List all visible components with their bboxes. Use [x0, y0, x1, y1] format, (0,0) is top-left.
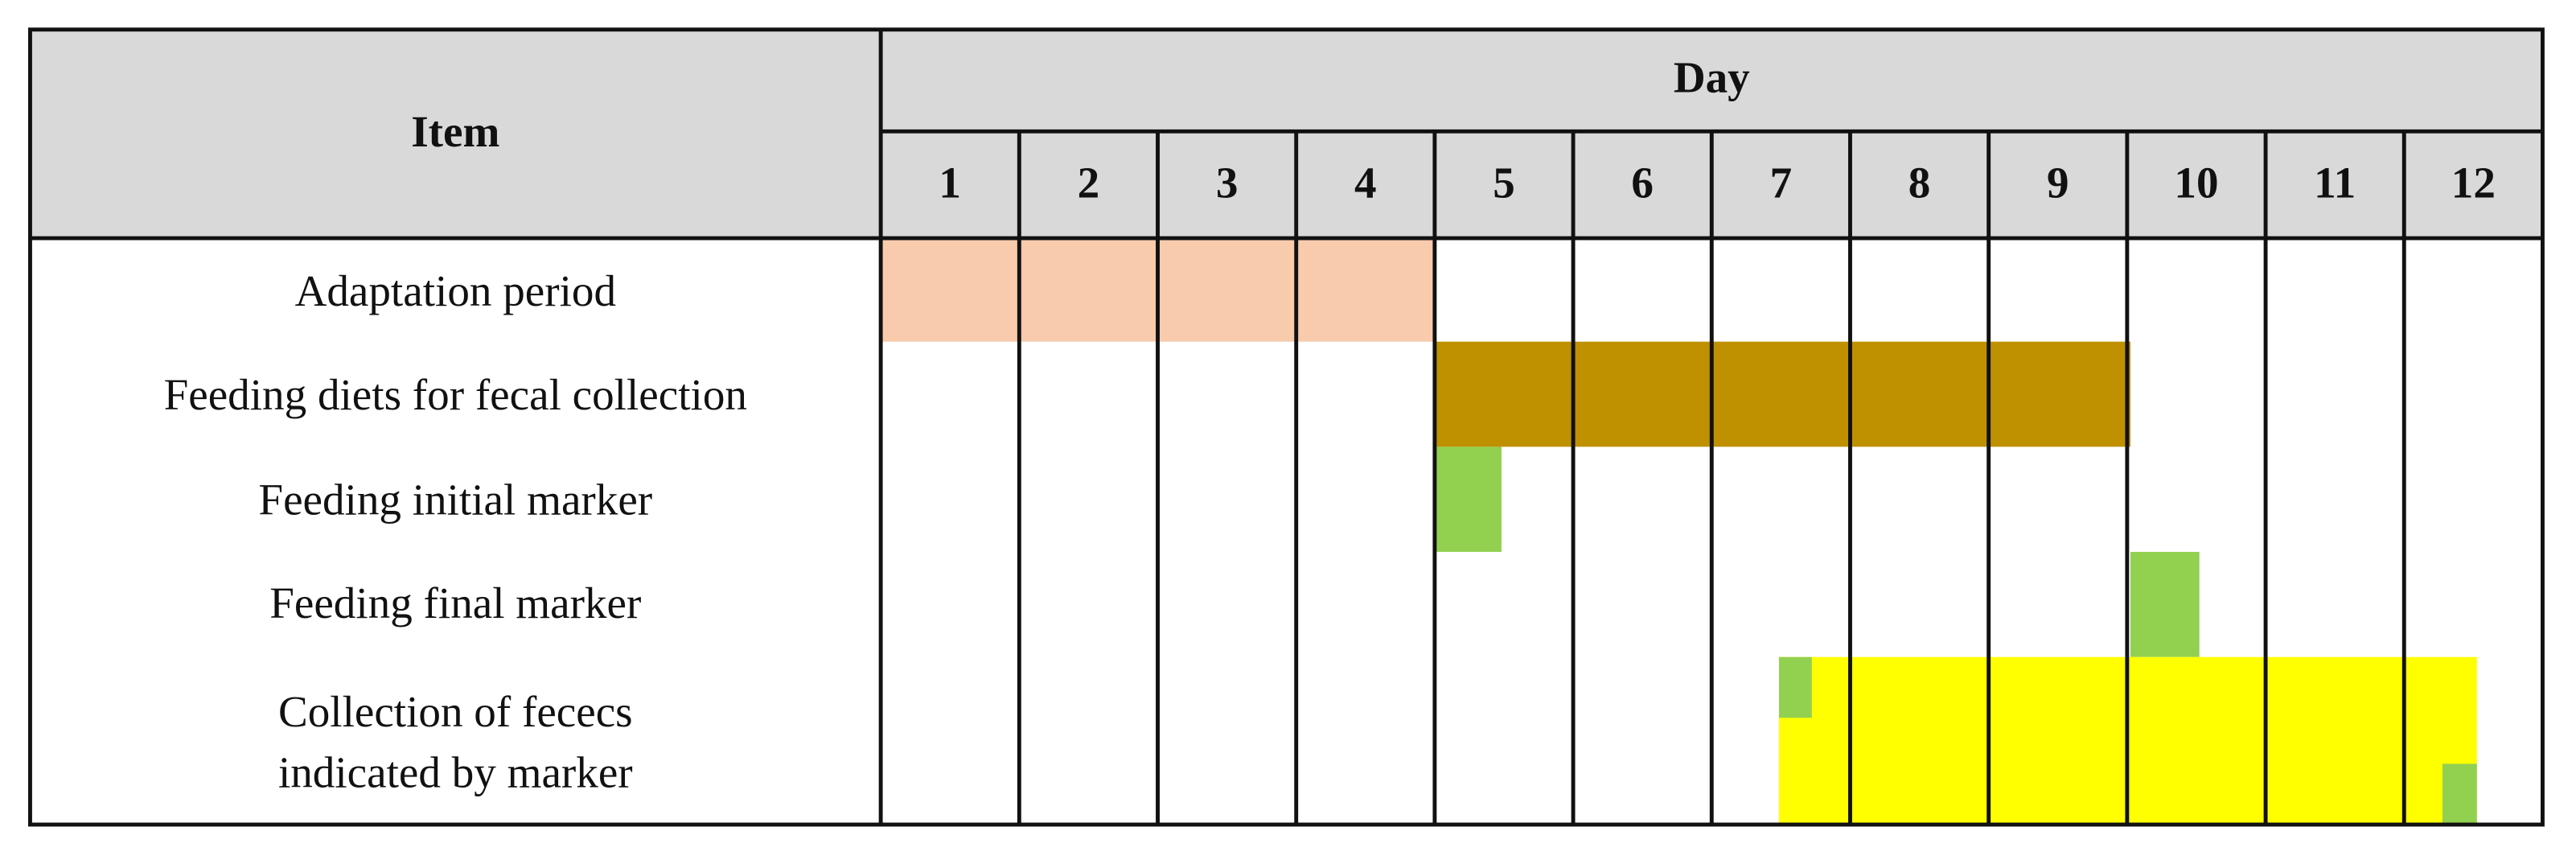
item-header: Item [411, 107, 499, 156]
collection-end-marker [2442, 763, 2477, 825]
row-label: indicated by marker [278, 747, 633, 796]
day-number: 10 [2174, 158, 2218, 207]
day-header: Day [1674, 53, 1750, 102]
day-number: 8 [1908, 158, 1931, 207]
day-number: 4 [1354, 158, 1377, 207]
collection-start-marker [1779, 656, 1812, 718]
day-number: 1 [939, 158, 961, 207]
final-marker-bar [2130, 552, 2200, 657]
day-number: 6 [1631, 158, 1654, 207]
row-label: Collection of fececs [278, 687, 633, 736]
day-number: 5 [1493, 158, 1515, 207]
day-number: 2 [1078, 158, 1100, 207]
table-border [28, 27, 2545, 827]
day-number: 7 [1770, 158, 1793, 207]
day-number: 11 [2314, 158, 2356, 207]
row-label: Feeding diets for fecal collection [164, 370, 747, 419]
day-number: 3 [1216, 158, 1239, 207]
day-number: 9 [2047, 158, 2069, 207]
header-background [30, 29, 2543, 239]
initial-marker-bar [1436, 446, 1502, 553]
feeding-diets-bar [1436, 341, 2130, 447]
day-number: 12 [2451, 158, 2496, 207]
row-label: Adaptation period [295, 266, 616, 315]
day-columns: 1 2 3 4 5 6 7 8 9 10 11 12 [939, 131, 2496, 825]
row-label: Feeding final marker [269, 578, 641, 627]
row-label: Feeding initial marker [258, 475, 652, 524]
